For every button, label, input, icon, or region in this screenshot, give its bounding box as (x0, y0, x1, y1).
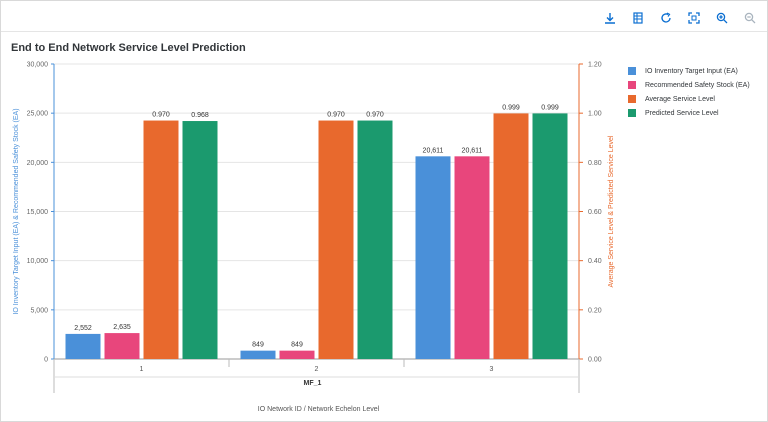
bar-data-label: 20,611 (423, 147, 444, 154)
bar (454, 156, 490, 359)
left-axis-tick-label: 30,000 (27, 62, 49, 69)
right-axis-tick-label: 1.20 (588, 62, 602, 69)
bar (318, 120, 354, 360)
legend-label: Recommended Safety Stock (EA) (645, 81, 750, 89)
bar-data-label: 0.970 (366, 112, 384, 119)
toolbar-divider (1, 31, 767, 32)
right-axis-tick-label: 1.00 (588, 111, 602, 118)
table-view-icon[interactable] (629, 9, 647, 27)
right-axis-tick-label: 0.40 (588, 258, 602, 265)
x-axis-category-label: 1 (140, 366, 144, 373)
chart-legend: IO Inventory Target Input (EA) Recommende… (628, 64, 750, 120)
legend-label: Predicted Service Level (645, 109, 719, 117)
bar (143, 120, 179, 360)
legend-item[interactable]: IO Inventory Target Input (EA) (628, 64, 750, 78)
bar-data-label: 0.970 (327, 112, 345, 119)
x-axis-group-label: MF_1 (304, 380, 322, 387)
right-axis-tick-label: 0.20 (588, 307, 602, 314)
left-axis-tick-label: 15,000 (27, 209, 49, 216)
legend-item[interactable]: Predicted Service Level (628, 106, 750, 120)
bar (532, 113, 568, 359)
bar-data-label: 849 (252, 342, 264, 349)
left-axis-tick-label: 0 (44, 357, 48, 364)
bar-data-label: 0.970 (152, 112, 170, 119)
bar-data-label: 0.999 (541, 104, 559, 111)
bar (182, 121, 218, 360)
right-axis-title: Average Service Level & Predicted Servic… (608, 135, 615, 287)
legend-swatch (628, 81, 636, 89)
legend-swatch (628, 67, 636, 75)
x-axis-title: IO Network ID / Network Echelon Level (258, 406, 380, 413)
left-axis-title: IO Inventory Target Input (EA) & Recomme… (13, 108, 20, 314)
chart-title: End to End Network Service Level Predict… (11, 42, 246, 54)
bar-data-label: 0.999 (502, 104, 520, 111)
left-axis-tick-label: 25,000 (27, 111, 49, 118)
refresh-icon[interactable] (657, 9, 675, 27)
bar (357, 120, 393, 360)
left-axis-tick-label: 20,000 (27, 160, 49, 167)
bar-data-label: 2,635 (113, 324, 131, 331)
right-axis-tick-label: 0.60 (588, 209, 602, 216)
legend-swatch (628, 95, 636, 103)
bar (65, 333, 101, 359)
bar (493, 113, 529, 359)
left-axis-tick-label: 5,000 (30, 307, 48, 314)
bar-data-label: 20,611 (462, 147, 483, 154)
right-axis-tick-label: 0.80 (588, 160, 602, 167)
bar (104, 333, 140, 359)
bar-data-label: 2,552 (74, 325, 92, 332)
legend-item[interactable]: Average Service Level (628, 92, 750, 106)
legend-label: IO Inventory Target Input (EA) (645, 67, 738, 75)
bar-data-label: 849 (291, 342, 303, 349)
right-axis-tick-label: 0.00 (588, 357, 602, 364)
bar (415, 156, 451, 359)
chart-toolbar (601, 7, 759, 29)
bar (279, 350, 315, 359)
legend-swatch (628, 109, 636, 117)
bar (240, 350, 276, 359)
left-axis-tick-label: 10,000 (27, 258, 49, 265)
fullscreen-icon[interactable] (685, 9, 703, 27)
download-icon[interactable] (601, 9, 619, 27)
zoom-out-icon[interactable] (741, 9, 759, 27)
legend-label: Average Service Level (645, 95, 715, 103)
x-axis-category-label: 3 (490, 366, 494, 373)
x-axis-category-label: 2 (315, 366, 319, 373)
bar-data-label: 0.968 (191, 112, 209, 119)
legend-item[interactable]: Recommended Safety Stock (EA) (628, 78, 750, 92)
zoom-in-icon[interactable] (713, 9, 731, 27)
